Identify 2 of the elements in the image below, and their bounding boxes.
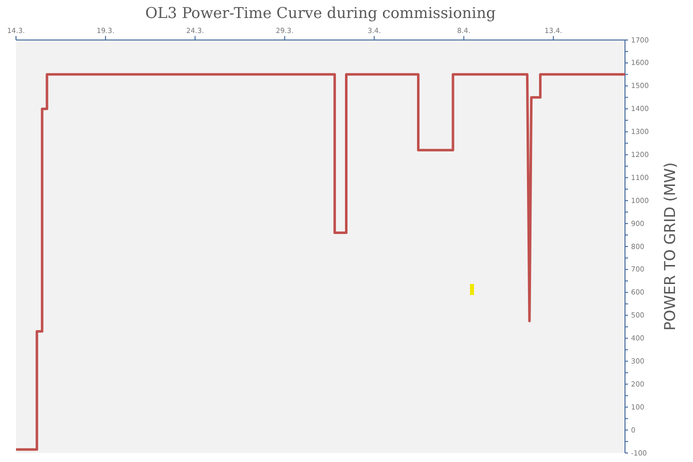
y-axis-title: POWER TO GRID (MW)	[661, 162, 679, 331]
chart-title: OL3 Power-Time Curve during commissioning	[145, 4, 496, 22]
